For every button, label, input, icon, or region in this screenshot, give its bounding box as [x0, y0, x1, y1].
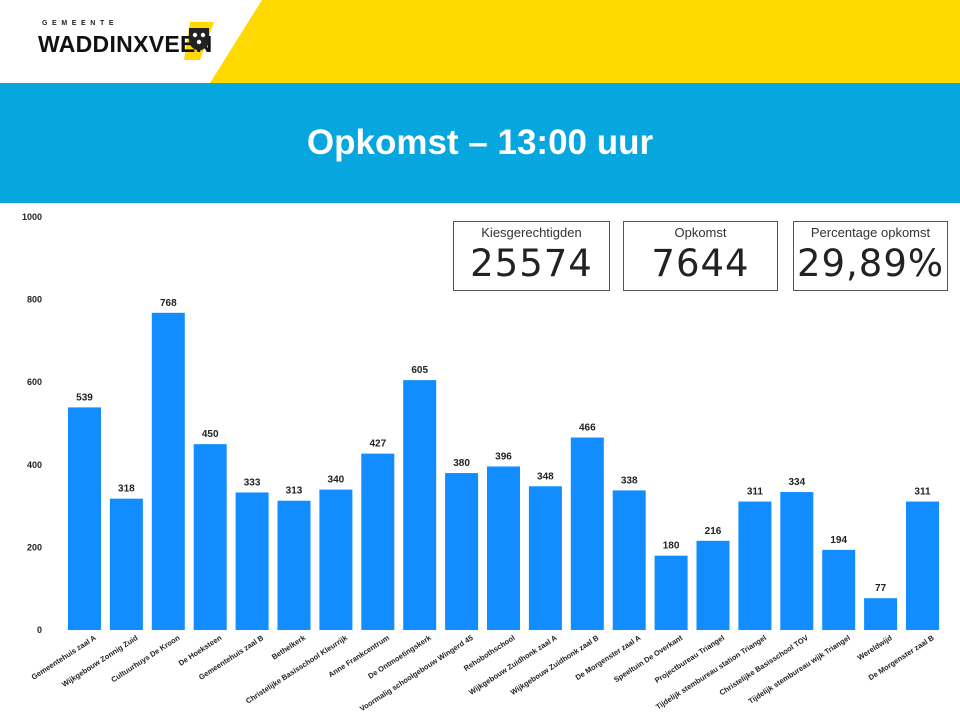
bar[interactable]	[654, 555, 688, 630]
bar[interactable]	[906, 501, 939, 630]
data-label: 539	[76, 392, 93, 403]
bar[interactable]	[696, 540, 730, 630]
data-label: 380	[453, 458, 470, 469]
logo-subtitle: GEMEENTE	[42, 20, 119, 27]
bar-chart: 0 200 400 600 800 1000 539 Gemeentehuis zaal A 3…	[22, 212, 939, 713]
x-tick-label: Wereldwijd	[856, 633, 894, 662]
kpi-label: Percentage opkomst	[810, 225, 931, 240]
title-banner: Opkomst – 13:00 uur	[0, 83, 960, 203]
bar[interactable]	[403, 380, 437, 630]
kpi-value: 25574	[470, 242, 593, 285]
bar[interactable]	[822, 549, 856, 630]
x-tick-label: Speeltuin De Overkant	[612, 633, 684, 684]
data-label: 396	[495, 451, 512, 462]
logo-text: WADDINXVEEN	[38, 31, 213, 57]
y-tick-label: 200	[27, 542, 42, 552]
x-tick-label: Gemeentehuis zaal A	[30, 633, 98, 682]
y-tick-label: 0	[37, 625, 42, 635]
bar[interactable]	[151, 312, 185, 630]
data-label: 311	[914, 487, 931, 498]
bar[interactable]	[780, 492, 814, 630]
bar[interactable]	[864, 598, 898, 630]
y-tick-label: 600	[27, 377, 42, 387]
bar[interactable]	[445, 473, 479, 630]
kpi-label: Opkomst	[674, 225, 727, 240]
data-label: 466	[579, 423, 596, 434]
kpi-card-opkomst: Opkomst 7644	[623, 221, 778, 291]
bar[interactable]	[193, 444, 227, 630]
header-area: GEMEENTE WADDINXVEEN	[0, 0, 960, 83]
data-label: 333	[244, 477, 261, 488]
x-tick-label: Wijkgebouw Zonnig Zuid	[60, 633, 140, 689]
coat-of-arms-icon	[189, 28, 209, 51]
y-tick-label: 400	[27, 460, 42, 470]
bar[interactable]	[68, 407, 101, 630]
bar[interactable]	[235, 492, 269, 630]
bar[interactable]	[361, 453, 395, 630]
bar[interactable]	[487, 466, 520, 630]
bar[interactable]	[277, 500, 311, 630]
kpi-card-kiesgerechtigden: Kiesgerechtigden 25574	[453, 221, 610, 291]
bar[interactable]	[109, 498, 143, 630]
data-label: 313	[286, 486, 303, 497]
kpi-value: 29,89%	[796, 242, 945, 285]
bar[interactable]	[612, 490, 646, 630]
data-label: 427	[369, 439, 386, 450]
data-label: 334	[788, 477, 805, 488]
data-label: 77	[875, 583, 887, 594]
kpi-value: 7644	[651, 242, 750, 285]
page-title: Opkomst – 13:00 uur	[306, 123, 654, 162]
y-tick-label: 800	[27, 295, 42, 305]
data-label: 450	[202, 429, 219, 440]
bar[interactable]	[528, 486, 562, 630]
x-tick-label: Bethelkerk	[270, 633, 308, 662]
x-tick-label: Projectbureau Triangel	[653, 633, 726, 685]
bar[interactable]	[570, 437, 604, 630]
data-label: 338	[621, 475, 638, 486]
data-label: 216	[705, 526, 722, 537]
data-label: 194	[830, 535, 847, 546]
kpi-label: Kiesgerechtigden	[481, 225, 582, 240]
bar[interactable]	[319, 489, 353, 630]
data-label: 605	[411, 365, 428, 376]
data-label: 180	[663, 541, 680, 552]
x-tick-label: Cultuurhuys De Kroon	[109, 633, 181, 684]
y-tick-label: 1000	[22, 212, 42, 222]
data-label: 768	[160, 298, 177, 309]
bar[interactable]	[738, 501, 772, 630]
data-label: 348	[537, 471, 554, 482]
kpi-card-percentage: Percentage opkomst 29,89%	[793, 221, 948, 291]
data-label: 318	[118, 484, 135, 495]
data-label: 340	[328, 475, 345, 486]
data-label: 311	[747, 487, 764, 498]
